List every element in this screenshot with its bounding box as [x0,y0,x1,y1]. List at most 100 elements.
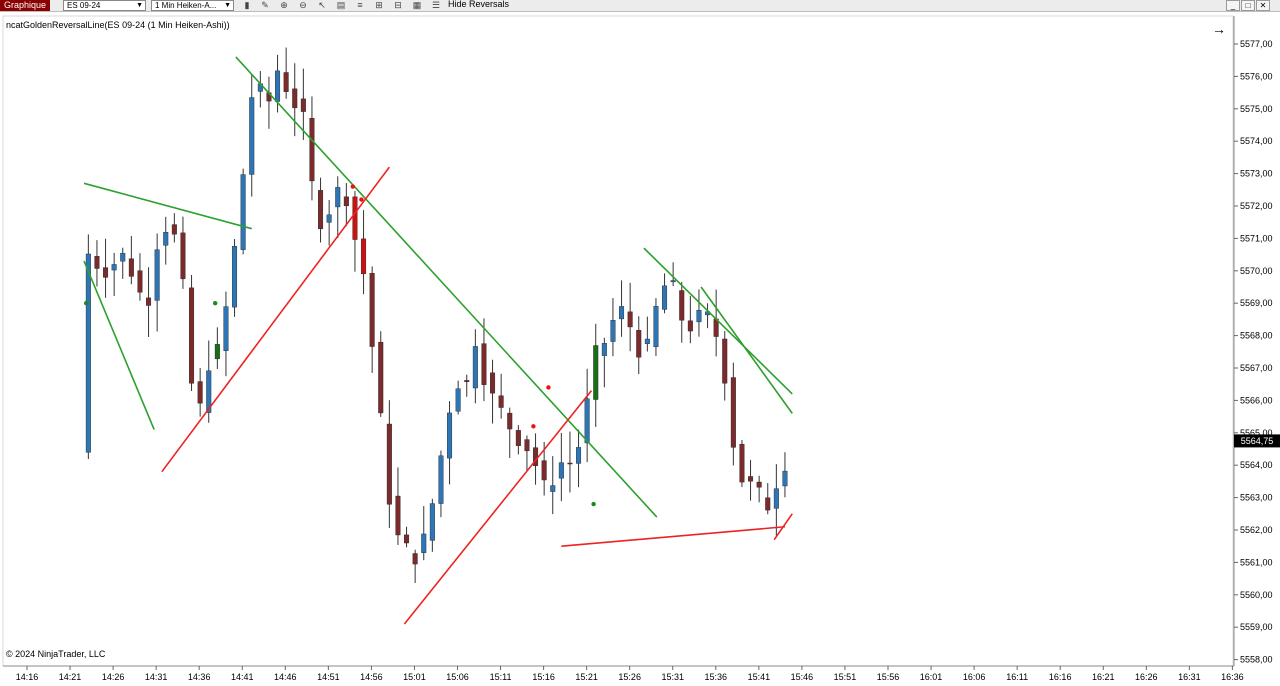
interval-selector[interactable]: 1 Min Heiken-A... ▼ [151,0,234,11]
properties-icon[interactable]: ▤ [336,0,346,10]
last-price-tag: 5564,75 [1234,434,1280,448]
instrument-selector[interactable]: ES 09-24 ▼ [63,0,146,11]
candle [429,498,435,552]
price-tick-label: 5573,00 [1240,169,1273,179]
arrow-right-icon[interactable]: → [1212,21,1226,37]
time-tick-label: 16:16 [1049,672,1072,682]
candle-body [610,320,616,342]
candle-body [722,338,728,384]
candle-body [309,118,315,182]
candle [326,200,332,246]
minimize-button[interactable]: _ [1226,0,1240,11]
candle-body [180,232,186,280]
price-tick-label: 5571,00 [1240,233,1273,243]
templates-icon[interactable]: ⊟ [394,0,402,10]
time-tick-label: 15:56 [877,672,900,682]
candle-body [94,256,100,269]
time-tick-label: 15:26 [618,672,641,682]
red-line-1[interactable] [161,166,390,473]
candle-body [412,553,418,565]
candle-body [773,488,779,509]
candle [653,298,659,356]
time-tick-label: 15:21 [575,672,598,682]
hide-reversals-button[interactable]: Hide Reversals [448,0,510,9]
time-tick-label: 16:21 [1092,672,1115,682]
candle-body [748,476,754,482]
red-line-3[interactable] [561,525,786,547]
window-title: Graphique [0,0,51,11]
candle-body [438,455,444,504]
candle-body [576,447,582,464]
candle [214,327,220,369]
time-tick-label: 14:46 [274,672,297,682]
candle-body [679,290,685,321]
candle-body [404,534,410,544]
green-line-3[interactable] [235,56,658,518]
price-chart[interactable]: 5558,00 5559,00 5560,00 5561,00 5562,00 5563,… [0,12,1280,686]
green-line-2[interactable] [83,182,252,230]
candle-body [111,264,117,271]
last-price-value: 5564,75 [1241,436,1274,446]
candle-body [361,238,367,275]
candle [163,216,169,265]
draw-pencil-icon[interactable]: ✎ [261,0,269,10]
candle [318,177,324,243]
candle-body [369,273,375,347]
price-tick-label: 5565,00 [1240,428,1273,438]
chevron-down-icon: ▼ [224,2,231,9]
data-box-icon[interactable]: ▦ [412,0,422,10]
candle [180,216,186,289]
candle [550,456,556,515]
zoom-out-icon[interactable]: ⊖ [299,0,307,10]
close-button[interactable]: ✕ [1256,0,1270,11]
candle-body [670,280,676,283]
green-line-1[interactable] [83,260,155,430]
red-line-4[interactable] [773,513,793,541]
candle [567,431,573,493]
candle [610,298,616,357]
green-line-4[interactable] [643,247,793,395]
maximize-button[interactable]: □ [1241,0,1255,11]
hide-reversals-icon[interactable]: ☰ [431,0,441,10]
candle [593,323,599,427]
candle-body [644,338,650,344]
candle-body [223,306,229,351]
candle [739,440,745,488]
candle-body [103,267,109,278]
copyright-notice: © 2024 NinjaTrader, LLC [6,649,106,659]
bar-type-icon[interactable]: ▮ [244,0,250,10]
price-tick-label: 5568,00 [1240,331,1273,341]
candle [335,176,341,239]
candle [481,318,487,402]
time-tick-label: 15:51 [834,672,857,682]
candle-body [662,285,668,310]
time-tick-label: 16:31 [1178,672,1201,682]
price-tick-label: 5572,00 [1240,201,1273,211]
candle [249,74,255,197]
indicator-label: ncatGoldenReversalLine(ES 09-24 (1 Min H… [6,20,230,30]
candle-body [171,224,177,235]
candle-body [163,232,169,246]
strategies-icon[interactable]: ≡ [357,0,363,10]
zoom-in-icon[interactable]: ⊕ [280,0,288,10]
time-tick-label: 14:26 [102,672,125,682]
green-line-5[interactable] [700,286,793,414]
candle [300,68,306,140]
candle [627,282,633,352]
candle-body [739,443,745,483]
candle-body [120,252,126,262]
candle [601,337,607,388]
candle-body [146,297,152,306]
drawing-tools-icon[interactable]: ⊞ [375,0,383,10]
candle [378,331,384,417]
candle [240,168,246,255]
candle [223,291,229,377]
time-tick-label: 15:01 [403,672,426,682]
red-line-2[interactable] [403,390,593,625]
cursor-icon[interactable]: ↖ [318,0,326,10]
time-tick-label: 15:06 [446,672,469,682]
candle [352,191,358,272]
candle [232,239,238,317]
candle [94,240,100,287]
candle [455,380,461,415]
